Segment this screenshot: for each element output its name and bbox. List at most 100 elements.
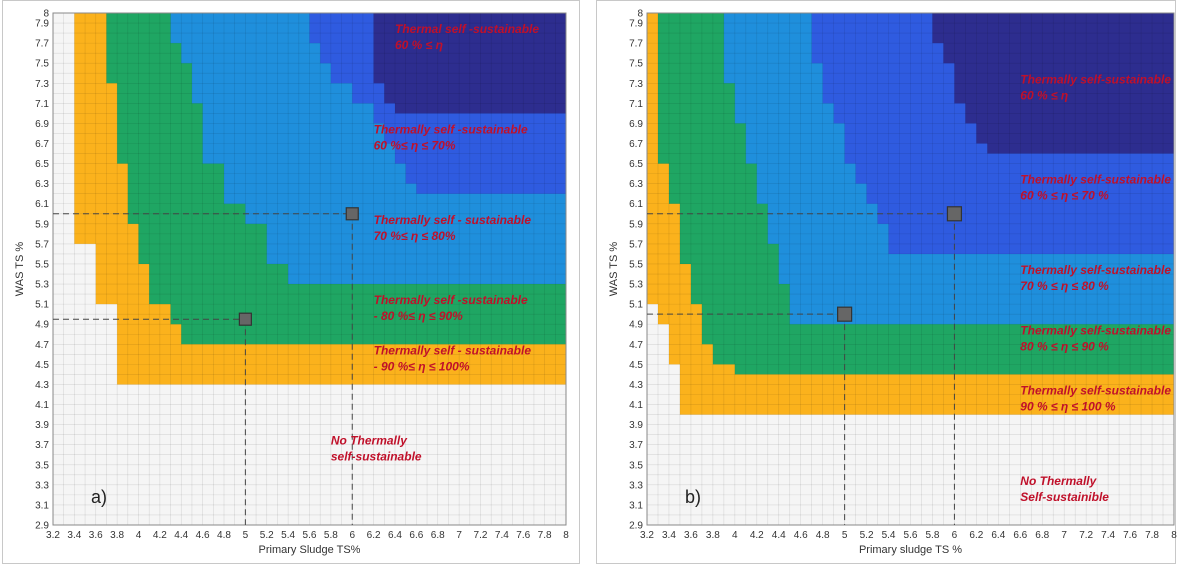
y-tick-label: 7.1 (35, 99, 49, 110)
x-tick-label: 4.8 (217, 530, 231, 541)
region-label: No Thermally (1020, 474, 1097, 488)
y-tick-label: 6.3 (35, 179, 49, 190)
y-tick-label: 7.1 (629, 99, 643, 110)
x-tick-label: 4.6 (196, 530, 210, 541)
y-tick-label: 7.5 (35, 59, 49, 70)
region-label: Thermally self-sustainable (1020, 173, 1171, 187)
y-tick-label: 3.1 (35, 500, 49, 511)
x-tick-label: 6 (349, 530, 355, 541)
y-tick-label: 4.3 (629, 380, 643, 391)
y-tick-label: 6.5 (35, 159, 49, 170)
x-tick-label: 3.2 (640, 530, 654, 541)
region-area-5 (921, 13, 1174, 154)
x-tick-label: 4.2 (750, 530, 764, 541)
y-tick-label: 5.1 (629, 300, 643, 311)
y-tick-label: 3.9 (35, 420, 49, 431)
y-tick-label: 7.9 (35, 19, 49, 30)
y-tick-label: 3.3 (629, 480, 643, 491)
y-tick-label: 4.1 (35, 400, 49, 411)
region-label: Thermally self - sustainable (374, 343, 532, 357)
x-tick-label: 6.6 (1013, 530, 1027, 541)
y-tick-label: 6.9 (35, 119, 49, 130)
y-tick-label: 6.1 (35, 199, 49, 210)
region-area-5 (362, 13, 566, 114)
y-tick-label: 5.9 (629, 219, 643, 230)
x-tick-label: 8 (563, 530, 569, 541)
x-tick-label: 4.2 (153, 530, 167, 541)
region-label: Thermal self -sustainable (395, 22, 539, 36)
x-tick-label: 5.6 (303, 530, 317, 541)
x-tick-label: 3.8 (110, 530, 124, 541)
y-tick-label: 3.7 (35, 440, 49, 451)
x-tick-label: 5 (842, 530, 848, 541)
chart-panel-a: 3.2 3.4 3.6 3.8 4 4.2 4.4 4.6 4.8 5 5.2 5.4 5.6 5.8 6 6… (2, 0, 580, 564)
x-tick-label: 3.2 (46, 530, 60, 541)
region-label: - 90 %≤ η ≤ 100% (374, 359, 470, 373)
region-label: Thermally self-sustainable (1020, 383, 1171, 397)
x-tick-label: 6.8 (1035, 530, 1049, 541)
y-tick-label: 6.3 (629, 179, 643, 190)
region-label: 60 % ≤ η (395, 38, 443, 52)
y-tick-label: 5.3 (629, 280, 643, 291)
y-tick-label: 6.7 (35, 139, 49, 150)
x-tick-label: 4.6 (794, 530, 808, 541)
region-label: 80 % ≤ η ≤ 90 % (1020, 339, 1109, 353)
y-tick-label: 5.1 (35, 300, 49, 311)
region-label: - 80 %≤ η ≤ 90% (374, 309, 464, 323)
y-tick-label: 3.9 (629, 420, 643, 431)
y-tick-label: 7.3 (35, 79, 49, 90)
region-label: Thermally self -sustainable (374, 122, 528, 136)
x-tick-label: 6.2 (367, 530, 381, 541)
y-tick-label: 5.5 (629, 259, 643, 270)
x-tick-label: 4.4 (174, 530, 188, 541)
y-tick-label: 8 (43, 9, 49, 20)
data-point (238, 312, 252, 326)
x-tick-label: 5.2 (860, 530, 874, 541)
y-tick-label: 7.7 (35, 39, 49, 50)
y-tick-label: 3.1 (629, 500, 643, 511)
chart-a-svg: 3.2 3.4 3.6 3.8 4 4.2 4.4 4.6 4.8 5 5.2 5.4 5.6 5.8 6 6… (14, 9, 569, 557)
region-label: Thermally self -sustainable (374, 293, 528, 307)
x-tick-label: 3.4 (662, 530, 676, 541)
y-tick-label: 7.9 (629, 19, 643, 30)
y-tick-label: 3.5 (629, 460, 643, 471)
x-tick-label: 6.2 (969, 530, 983, 541)
y-tick-label: 6.7 (629, 139, 643, 150)
x-tick-label: 3.6 (684, 530, 698, 541)
plot-frame (52, 12, 567, 526)
panel-label: a) (91, 487, 107, 507)
region-label: Self-sustainible (1020, 490, 1109, 504)
x-tick-label: 3.6 (89, 530, 103, 541)
grid-lines (646, 12, 1175, 526)
region-label: 60 % ≤ η (1020, 88, 1068, 102)
region-label: Thermally self - sustainable (374, 213, 532, 227)
chart-b-svg: 3.2 3.4 3.6 3.8 4 4.2 4.4 4.6 4.8 5 5.2 5.4 5.6 5.8 6 6… (608, 9, 1177, 557)
region-label: Thermally self-sustainable (1020, 263, 1171, 277)
x-tick-label: 6 (952, 530, 958, 541)
x-tick-label: 7.6 (1123, 530, 1137, 541)
plot-frame (646, 12, 1175, 526)
x-tick-label: 5.2 (260, 530, 274, 541)
x-tick-label: 5.4 (882, 530, 896, 541)
x-tick-label: 6.4 (388, 530, 402, 541)
y-tick-label: 7.7 (629, 39, 643, 50)
x-tick-label: 7.4 (495, 530, 509, 541)
x-tick-label: 7.6 (516, 530, 530, 541)
region-label: 60 %≤ η ≤ 70% (374, 138, 456, 152)
x-tick-label: 4 (732, 530, 738, 541)
y-tick-label: 5.3 (35, 280, 49, 291)
x-tick-label: 6.6 (409, 530, 423, 541)
y-tick-label: 6.1 (629, 199, 643, 210)
y-tick-label: 4.5 (35, 360, 49, 371)
x-tick-label: 6.4 (991, 530, 1005, 541)
y-tick-label: 4.5 (629, 360, 643, 371)
x-tick-label: 4.8 (816, 530, 830, 541)
region-label: self-sustainable (331, 450, 422, 464)
y-tick-label: 3.3 (35, 480, 49, 491)
y-tick-label: 4.9 (35, 320, 49, 331)
x-tick-label: 7 (456, 530, 462, 541)
y-axis-label: WAS TS % (608, 242, 620, 297)
y-tick-label: 5.5 (35, 259, 49, 270)
y-tick-label: 7.5 (629, 59, 643, 70)
panel-label: b) (685, 487, 701, 507)
